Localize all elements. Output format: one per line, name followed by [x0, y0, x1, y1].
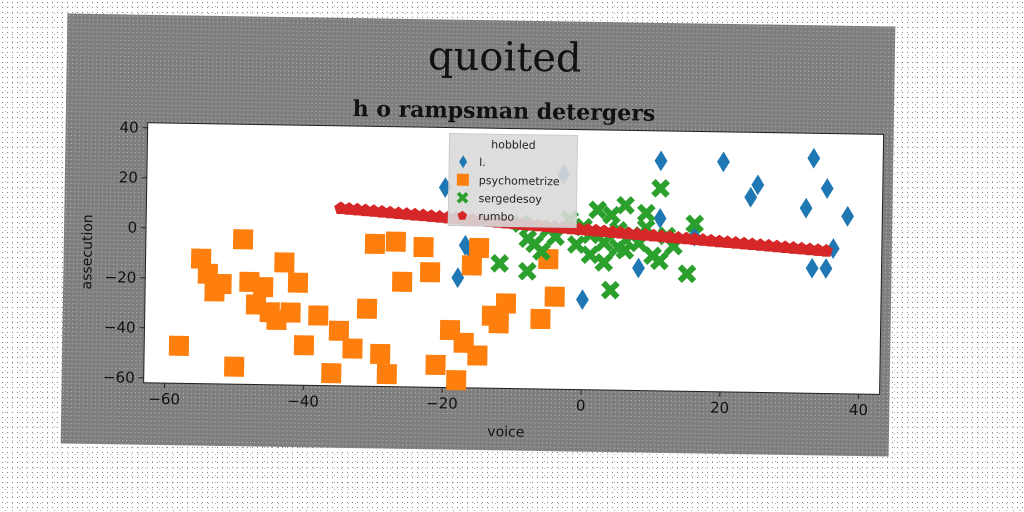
data-point — [588, 200, 608, 220]
data-point — [805, 257, 819, 279]
x-axis-ticks: −60 −40 −20 0 20 40 — [148, 383, 868, 419]
data-point — [636, 203, 656, 223]
data-point — [580, 245, 600, 265]
chart-title: quoited — [428, 33, 582, 81]
data-point — [232, 229, 254, 250]
data-point — [744, 186, 758, 208]
data-point — [651, 178, 670, 198]
y-tick-label: −20 — [104, 268, 136, 286]
data-point — [820, 178, 834, 199]
data-point — [819, 243, 833, 257]
data-point — [751, 174, 765, 196]
data-point — [461, 255, 483, 276]
chart-subtitle: h o rampsman detergers — [352, 96, 655, 127]
x-tick-label: −20 — [426, 394, 458, 412]
x-tick-label: 0 — [576, 397, 586, 415]
data-point — [650, 251, 669, 271]
data-point — [677, 264, 697, 284]
data-point — [819, 258, 833, 279]
data-point — [490, 253, 510, 273]
data-point — [451, 267, 465, 289]
legend-marker — [459, 155, 468, 169]
data-point — [342, 338, 363, 359]
y-tick-label: −60 — [103, 368, 135, 386]
data-point — [293, 335, 315, 356]
plot-area — [143, 122, 885, 395]
data-point — [632, 257, 645, 279]
data-point — [576, 289, 589, 311]
y-tick-label: 40 — [119, 118, 138, 136]
x-tick-label: −40 — [287, 392, 319, 410]
data-point — [364, 233, 386, 255]
y-tick-label: −40 — [104, 318, 136, 336]
figure: quoited h o rampsman detergers −60 −40 −20… — [60, 13, 896, 457]
x-tick-label: 20 — [710, 399, 729, 417]
data-point — [458, 234, 472, 256]
y-axis-ticks: −60 −40 −20 0 20 40 — [103, 118, 148, 387]
data-point — [376, 363, 397, 385]
data-point — [841, 205, 855, 227]
y-tick-label: 0 — [127, 218, 137, 236]
data-point — [419, 262, 441, 283]
legend-label: rumbo — [478, 210, 514, 224]
data-point — [392, 271, 413, 292]
legend-title: hobbled — [491, 138, 536, 152]
x-axis-label: voice — [487, 424, 524, 441]
data-point — [594, 253, 614, 272]
data-point — [425, 354, 446, 376]
legend-label: psychometrize — [479, 174, 560, 188]
data-point — [413, 236, 434, 258]
data-point — [321, 363, 342, 384]
legend-box — [447, 133, 579, 229]
data-point — [274, 252, 295, 273]
data-point — [544, 286, 565, 307]
data-point — [328, 320, 350, 341]
data-point — [356, 298, 378, 319]
data-point — [615, 240, 635, 260]
legend-entries: l. psychometrize sergedesoy rumbo — [456, 155, 560, 224]
data-point — [685, 214, 705, 234]
data-point — [495, 293, 517, 314]
data-point — [517, 261, 537, 281]
data-point — [287, 272, 309, 293]
data-point — [446, 370, 467, 391]
legend: hobbled l. psychometrize sergedesoy rumbo — [447, 133, 579, 229]
y-tick-label: 20 — [119, 168, 138, 186]
x-tick-label: −60 — [148, 390, 180, 408]
data-point — [654, 150, 668, 172]
data-point — [224, 356, 245, 377]
data-point — [468, 237, 490, 259]
data-point — [190, 248, 212, 269]
data-point — [799, 197, 813, 219]
data-point — [168, 335, 190, 356]
legend-marker — [457, 210, 468, 220]
data-point — [370, 343, 391, 365]
data-point — [530, 308, 551, 330]
data-point — [467, 345, 488, 366]
legend-marker — [456, 173, 469, 186]
data-point — [280, 302, 301, 323]
x-tick-label: 40 — [849, 401, 868, 419]
y-axis-label: assecution — [79, 214, 96, 289]
legend-label: l. — [479, 156, 486, 169]
scatter-chart: quoited h o rampsman detergers −60 −40 −20… — [79, 33, 885, 441]
data-point — [211, 273, 232, 295]
data-point — [600, 280, 620, 300]
data-point — [532, 242, 551, 261]
data-point — [488, 313, 509, 334]
data-point — [385, 231, 407, 252]
legend-marker — [456, 191, 469, 204]
data-point — [653, 207, 667, 229]
data-point — [717, 151, 730, 173]
legend-label: sergedesoy — [478, 192, 542, 206]
data-point — [253, 276, 274, 298]
data-point — [807, 147, 821, 169]
data-point — [616, 195, 635, 215]
data-point — [308, 305, 329, 326]
